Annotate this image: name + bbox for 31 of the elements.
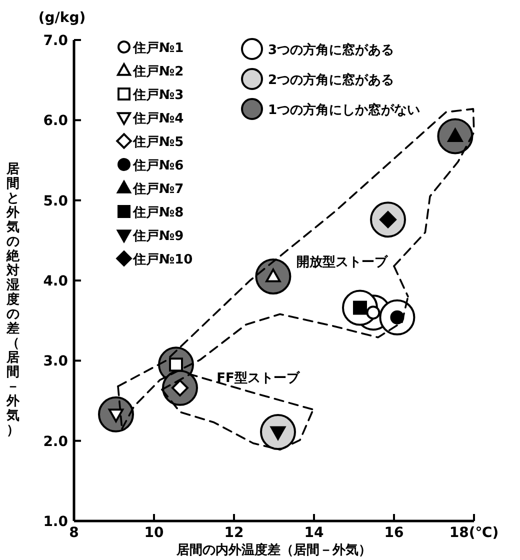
x-tick-label: 12 xyxy=(224,525,244,541)
legend-label: 住戸№5 xyxy=(132,135,184,150)
legend-label: 住戸№1 xyxy=(132,41,184,56)
x-tick-label: 10 xyxy=(144,525,164,541)
x-tick-label: 8 xyxy=(69,525,79,541)
x-tick-label: 16 xyxy=(384,525,404,541)
legend-label: 住戸№2 xyxy=(132,64,184,80)
annotation: 開放型ストーブ xyxy=(296,254,388,270)
legend-label: 2つの方角に窓がある xyxy=(268,72,394,88)
x-tick-label: 14 xyxy=(304,525,324,541)
y-tick-label: 6.0 xyxy=(43,113,68,130)
annotation: FF型ストーブ xyxy=(216,370,300,386)
x-tick-label: 18(℃) xyxy=(449,525,499,541)
legend-label: 3つの方角に窓がある xyxy=(268,42,394,58)
legend-label: 住戸№4 xyxy=(132,112,184,126)
y-tick-label: 3.0 xyxy=(43,354,68,370)
legend-label: 住戸№6 xyxy=(132,158,184,174)
y-tick-label: 7.0 xyxy=(43,33,68,49)
legend-label: 住戸№10 xyxy=(132,252,193,268)
y-tick-label: 4.0 xyxy=(43,274,68,290)
text: (g/kg) xyxy=(38,10,86,26)
legend-label: 住戸№9 xyxy=(132,229,184,244)
legend-label: 住戸№7 xyxy=(132,182,184,197)
legend-label: 1つの方角にしか窓がない xyxy=(268,102,420,118)
y-tick-label: 2.0 xyxy=(43,434,68,450)
y-tick-label: 1.0 xyxy=(43,514,68,530)
y-tick-label: 5.0 xyxy=(43,193,68,210)
x-axis-title: 居間の内外温度差（居間－外気） xyxy=(176,542,372,558)
text: 居間と外気の絶対湿度の差（居間－外気） xyxy=(6,162,20,438)
legend-label: 住戸№3 xyxy=(132,88,184,103)
legend-label: 住戸№8 xyxy=(132,206,184,220)
